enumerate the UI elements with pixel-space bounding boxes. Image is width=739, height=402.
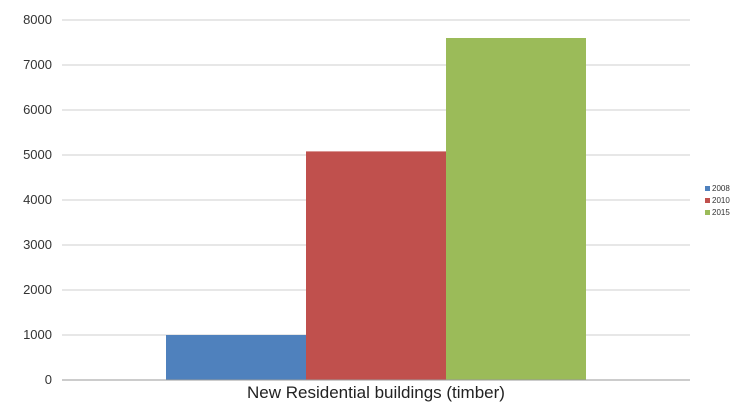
y-axis-tick-labels: 0 1000 2000 3000 4000 5000 6000 7000 8000	[23, 12, 52, 387]
bar-2010	[306, 151, 446, 380]
y-tick-label: 0	[45, 372, 52, 387]
y-tick-label: 6000	[23, 102, 52, 117]
y-tick-label: 1000	[23, 327, 52, 342]
y-tick-label: 4000	[23, 192, 52, 207]
y-tick-label: 5000	[23, 147, 52, 162]
bar-2008	[166, 335, 306, 380]
legend-label-2015: 2015	[712, 208, 730, 217]
category-label: New Residential buildings (timber)	[247, 383, 505, 402]
legend: 2008 2010 2015	[705, 184, 730, 217]
legend-label-2008: 2008	[712, 184, 730, 193]
legend-label-2010: 2010	[712, 196, 730, 205]
y-tick-label: 8000	[23, 12, 52, 27]
y-tick-label: 2000	[23, 282, 52, 297]
y-tick-label: 7000	[23, 57, 52, 72]
legend-swatch-2015	[705, 210, 710, 215]
bar-2015	[446, 38, 586, 380]
legend-swatch-2010	[705, 198, 710, 203]
y-tick-label: 3000	[23, 237, 52, 252]
legend-swatch-2008	[705, 186, 710, 191]
bars	[166, 38, 586, 380]
